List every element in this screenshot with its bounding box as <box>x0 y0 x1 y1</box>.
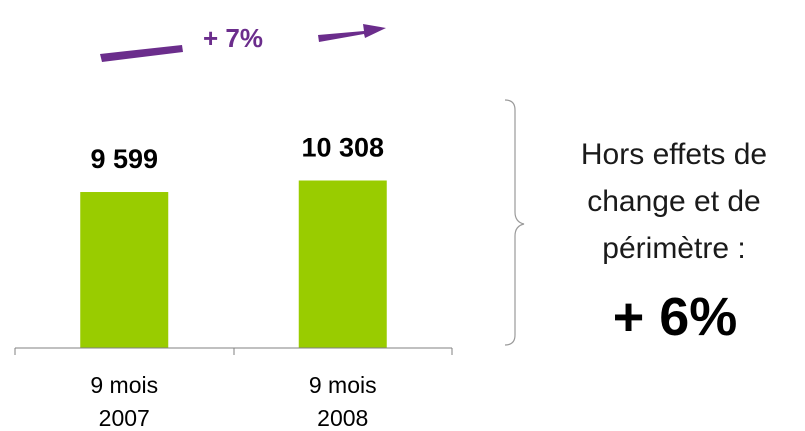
x-tick-label: 9 mois <box>309 372 377 398</box>
x-tick-labels: 9 mois 2007 9 mois 2008 <box>90 372 376 431</box>
growth-arrow: + 7% <box>100 23 386 62</box>
x-tick-label: 2008 <box>317 405 368 431</box>
growth-arrow-right-segment <box>318 24 386 42</box>
bars <box>80 180 387 348</box>
x-tick-label: 9 mois <box>90 372 158 398</box>
bar <box>80 192 169 348</box>
right-brace <box>504 99 525 346</box>
bar-value-label: 9 599 <box>90 144 158 174</box>
x-tick-label: 2007 <box>99 405 150 431</box>
growth-label: + 7% <box>203 23 263 53</box>
x-axis <box>14 347 453 355</box>
growth-arrow-left-segment <box>100 45 183 62</box>
note-value: + 6% <box>612 287 738 347</box>
value-labels: 9 599 10 308 <box>90 132 384 174</box>
bar-value-label: 10 308 <box>301 132 384 162</box>
bar <box>298 180 387 348</box>
note-text: Hors effets de change et de périmètre : <box>580 138 768 265</box>
